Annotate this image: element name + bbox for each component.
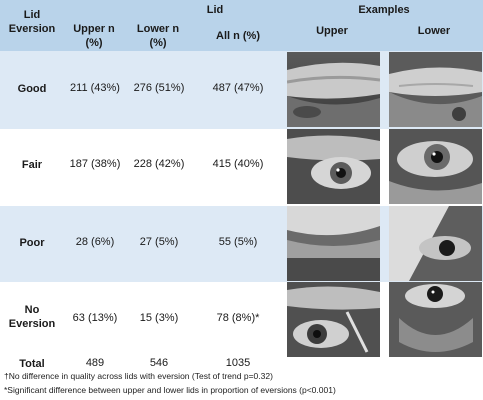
row-label-no-eversion-line1: No	[24, 304, 40, 316]
row-label-good: Good	[17, 83, 47, 95]
header-upper-n-line1: Upper n	[73, 23, 115, 35]
header-example-upper: Upper	[316, 25, 348, 37]
cell-poor-lower: 27 (5%)	[139, 236, 179, 248]
header-lower-n-line2: (%)	[149, 37, 167, 49]
lower-eyelid-no-eversion-photo	[389, 282, 482, 357]
everted-upper-eyelid-good-photo	[287, 52, 380, 127]
cell-fair-lower: 228 (42%)	[133, 158, 185, 170]
everted-lower-eyelid-good-photo	[389, 52, 482, 127]
footnote-significance: *Significant difference between upper an…	[4, 385, 336, 395]
header-lid-eversion-line2: Eversion	[8, 23, 56, 35]
everted-upper-eyelid-poor-photo	[287, 206, 380, 281]
row-label-poor: Poor	[19, 237, 45, 249]
table-header	[0, 0, 483, 51]
cell-fair-upper: 187 (38%)	[69, 158, 121, 170]
everted-lower-eyelid-fair-photo	[389, 129, 482, 204]
header-upper-n-line2: (%)	[85, 37, 103, 49]
cell-good-upper: 211 (43%)	[70, 82, 120, 94]
cell-good-lower: 276 (51%)	[133, 82, 185, 94]
everted-lower-eyelid-poor-photo	[389, 206, 482, 281]
header-lid-group: Lid	[206, 4, 224, 16]
row-label-fair: Fair	[21, 159, 43, 171]
cell-poor-upper: 28 (6%)	[75, 236, 115, 248]
footnote-trend-test: †No difference in quality across lids wi…	[4, 371, 273, 381]
everted-upper-eyelid-fair-photo	[287, 129, 380, 204]
header-lower-n: Lower n (%)	[126, 22, 190, 50]
header-lower-n-line1: Lower n	[136, 23, 180, 35]
cell-none-lower: 15 (3%)	[139, 312, 179, 324]
header-all-n: All n (%)	[216, 30, 260, 42]
header-example-lower: Lower	[417, 25, 451, 37]
header-upper-n: Upper n (%)	[64, 22, 124, 50]
cell-fair-all: 415 (40%)	[212, 158, 264, 170]
cell-none-upper: 63 (13%)	[72, 312, 118, 324]
cell-total-upper: 489	[85, 357, 105, 369]
row-label-total: Total	[19, 358, 45, 370]
cell-none-all: 78 (8%)*	[216, 312, 260, 324]
upper-eyelid-no-eversion-photo	[287, 282, 380, 357]
cell-good-all: 487 (47%)	[212, 82, 264, 94]
header-lid-eversion: Lid Eversion	[0, 8, 64, 36]
cell-poor-all: 55 (5%)	[218, 236, 258, 248]
row-label-no-eversion-line2: Eversion	[8, 318, 56, 330]
header-examples-group: Examples	[358, 4, 410, 16]
header-lid-eversion-line1: Lid	[23, 9, 41, 21]
cell-total-all: 1035	[225, 357, 251, 369]
cell-total-lower: 546	[149, 357, 169, 369]
row-label-no-eversion: No Eversion	[0, 303, 64, 331]
